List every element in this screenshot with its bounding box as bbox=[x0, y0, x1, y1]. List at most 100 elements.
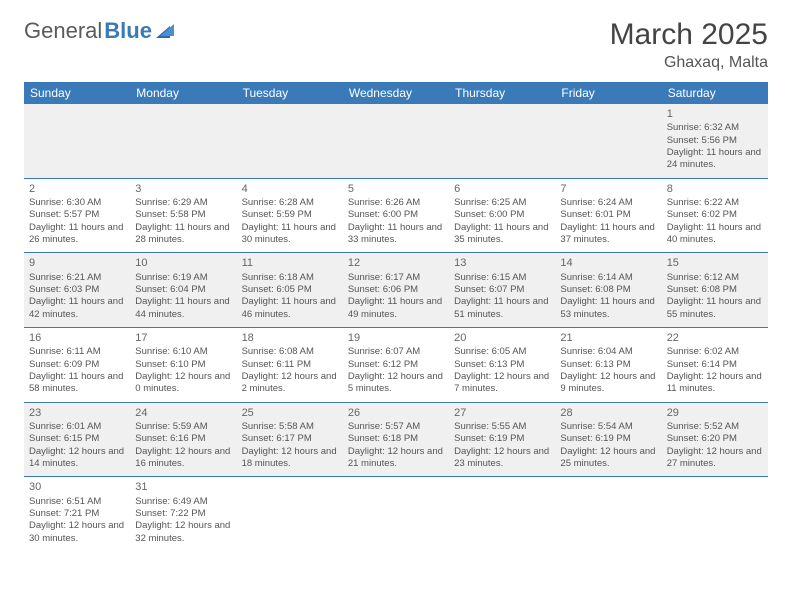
sunset-text: Sunset: 6:00 PM bbox=[348, 209, 444, 221]
daylight-text: Daylight: 12 hours and 32 minutes. bbox=[135, 520, 231, 545]
calendar-cell bbox=[662, 477, 768, 551]
sunset-text: Sunset: 6:03 PM bbox=[29, 284, 125, 296]
sunset-text: Sunset: 6:13 PM bbox=[454, 359, 550, 371]
day-number: 18 bbox=[242, 331, 338, 345]
calendar-cell: 9Sunrise: 6:21 AMSunset: 6:03 PMDaylight… bbox=[24, 253, 130, 328]
sunrise-text: Sunrise: 6:26 AM bbox=[348, 197, 444, 209]
day-number: 14 bbox=[560, 256, 656, 270]
calendar-cell bbox=[130, 104, 236, 178]
sunset-text: Sunset: 5:58 PM bbox=[135, 209, 231, 221]
sunrise-text: Sunrise: 6:04 AM bbox=[560, 346, 656, 358]
day-number: 24 bbox=[135, 406, 231, 420]
sunset-text: Sunset: 6:00 PM bbox=[454, 209, 550, 221]
sunset-text: Sunset: 6:11 PM bbox=[242, 359, 338, 371]
sunset-text: Sunset: 6:18 PM bbox=[348, 433, 444, 445]
daylight-text: Daylight: 11 hours and 44 minutes. bbox=[135, 296, 231, 321]
sunset-text: Sunset: 6:15 PM bbox=[29, 433, 125, 445]
day-number: 1 bbox=[667, 107, 763, 121]
daylight-text: Daylight: 12 hours and 9 minutes. bbox=[560, 371, 656, 396]
day-number: 5 bbox=[348, 182, 444, 196]
logo-text-general: General bbox=[24, 18, 102, 44]
calendar-cell: 18Sunrise: 6:08 AMSunset: 6:11 PMDayligh… bbox=[237, 328, 343, 403]
calendar-cell bbox=[449, 477, 555, 551]
sunset-text: Sunset: 6:04 PM bbox=[135, 284, 231, 296]
sunrise-text: Sunrise: 6:12 AM bbox=[667, 272, 763, 284]
calendar-cell: 25Sunrise: 5:58 AMSunset: 6:17 PMDayligh… bbox=[237, 402, 343, 477]
sunrise-text: Sunrise: 6:02 AM bbox=[667, 346, 763, 358]
sunrise-text: Sunrise: 6:19 AM bbox=[135, 272, 231, 284]
page-title: March 2025 bbox=[610, 18, 768, 52]
calendar-cell bbox=[237, 477, 343, 551]
sunset-text: Sunset: 6:02 PM bbox=[667, 209, 763, 221]
calendar-cell: 16Sunrise: 6:11 AMSunset: 6:09 PMDayligh… bbox=[24, 328, 130, 403]
day-number: 8 bbox=[667, 182, 763, 196]
sunset-text: Sunset: 6:05 PM bbox=[242, 284, 338, 296]
sunrise-text: Sunrise: 6:24 AM bbox=[560, 197, 656, 209]
weekday-header: Sunday bbox=[24, 82, 130, 104]
title-block: March 2025 Ghaxaq, Malta bbox=[610, 18, 768, 72]
calendar-cell: 27Sunrise: 5:55 AMSunset: 6:19 PMDayligh… bbox=[449, 402, 555, 477]
day-number: 21 bbox=[560, 331, 656, 345]
header: GeneralBlue March 2025 Ghaxaq, Malta bbox=[24, 18, 768, 72]
day-number: 12 bbox=[348, 256, 444, 270]
day-number: 13 bbox=[454, 256, 550, 270]
daylight-text: Daylight: 12 hours and 7 minutes. bbox=[454, 371, 550, 396]
sunset-text: Sunset: 6:06 PM bbox=[348, 284, 444, 296]
sunset-text: Sunset: 5:59 PM bbox=[242, 209, 338, 221]
sunrise-text: Sunrise: 6:49 AM bbox=[135, 496, 231, 508]
calendar-row: 16Sunrise: 6:11 AMSunset: 6:09 PMDayligh… bbox=[24, 328, 768, 403]
daylight-text: Daylight: 12 hours and 2 minutes. bbox=[242, 371, 338, 396]
calendar-cell: 30Sunrise: 6:51 AMSunset: 7:21 PMDayligh… bbox=[24, 477, 130, 551]
calendar-cell bbox=[24, 104, 130, 178]
weekday-header: Thursday bbox=[449, 82, 555, 104]
daylight-text: Daylight: 11 hours and 30 minutes. bbox=[242, 222, 338, 247]
day-number: 31 bbox=[135, 480, 231, 494]
calendar-cell: 2Sunrise: 6:30 AMSunset: 5:57 PMDaylight… bbox=[24, 178, 130, 253]
calendar-cell: 19Sunrise: 6:07 AMSunset: 6:12 PMDayligh… bbox=[343, 328, 449, 403]
daylight-text: Daylight: 12 hours and 14 minutes. bbox=[29, 446, 125, 471]
day-number: 9 bbox=[29, 256, 125, 270]
sunrise-text: Sunrise: 6:14 AM bbox=[560, 272, 656, 284]
sunrise-text: Sunrise: 6:07 AM bbox=[348, 346, 444, 358]
sunset-text: Sunset: 6:01 PM bbox=[560, 209, 656, 221]
logo-text-blue: Blue bbox=[104, 18, 152, 44]
sunrise-text: Sunrise: 6:10 AM bbox=[135, 346, 231, 358]
sunrise-text: Sunrise: 6:08 AM bbox=[242, 346, 338, 358]
sunrise-text: Sunrise: 5:54 AM bbox=[560, 421, 656, 433]
day-number: 4 bbox=[242, 182, 338, 196]
flag-icon bbox=[156, 18, 180, 44]
daylight-text: Daylight: 12 hours and 16 minutes. bbox=[135, 446, 231, 471]
day-number: 2 bbox=[29, 182, 125, 196]
calendar-cell: 10Sunrise: 6:19 AMSunset: 6:04 PMDayligh… bbox=[130, 253, 236, 328]
calendar-cell: 28Sunrise: 5:54 AMSunset: 6:19 PMDayligh… bbox=[555, 402, 661, 477]
sunrise-text: Sunrise: 6:28 AM bbox=[242, 197, 338, 209]
daylight-text: Daylight: 11 hours and 58 minutes. bbox=[29, 371, 125, 396]
sunrise-text: Sunrise: 5:59 AM bbox=[135, 421, 231, 433]
calendar-cell: 21Sunrise: 6:04 AMSunset: 6:13 PMDayligh… bbox=[555, 328, 661, 403]
sunrise-text: Sunrise: 5:58 AM bbox=[242, 421, 338, 433]
sunrise-text: Sunrise: 6:15 AM bbox=[454, 272, 550, 284]
sunset-text: Sunset: 6:14 PM bbox=[667, 359, 763, 371]
logo: GeneralBlue bbox=[24, 18, 180, 44]
sunrise-text: Sunrise: 6:21 AM bbox=[29, 272, 125, 284]
daylight-text: Daylight: 11 hours and 55 minutes. bbox=[667, 296, 763, 321]
day-number: 7 bbox=[560, 182, 656, 196]
location-label: Ghaxaq, Malta bbox=[610, 54, 768, 72]
weekday-header: Saturday bbox=[662, 82, 768, 104]
sunset-text: Sunset: 7:21 PM bbox=[29, 508, 125, 520]
weekday-header-row: Sunday Monday Tuesday Wednesday Thursday… bbox=[24, 82, 768, 104]
sunset-text: Sunset: 7:22 PM bbox=[135, 508, 231, 520]
sunrise-text: Sunrise: 6:05 AM bbox=[454, 346, 550, 358]
day-number: 29 bbox=[667, 406, 763, 420]
daylight-text: Daylight: 11 hours and 26 minutes. bbox=[29, 222, 125, 247]
weekday-header: Tuesday bbox=[237, 82, 343, 104]
calendar-cell: 11Sunrise: 6:18 AMSunset: 6:05 PMDayligh… bbox=[237, 253, 343, 328]
sunrise-text: Sunrise: 6:51 AM bbox=[29, 496, 125, 508]
daylight-text: Daylight: 11 hours and 37 minutes. bbox=[560, 222, 656, 247]
calendar-cell: 1Sunrise: 6:32 AMSunset: 5:56 PMDaylight… bbox=[662, 104, 768, 178]
daylight-text: Daylight: 12 hours and 21 minutes. bbox=[348, 446, 444, 471]
calendar-cell: 4Sunrise: 6:28 AMSunset: 5:59 PMDaylight… bbox=[237, 178, 343, 253]
daylight-text: Daylight: 12 hours and 18 minutes. bbox=[242, 446, 338, 471]
day-number: 27 bbox=[454, 406, 550, 420]
calendar-cell: 17Sunrise: 6:10 AMSunset: 6:10 PMDayligh… bbox=[130, 328, 236, 403]
